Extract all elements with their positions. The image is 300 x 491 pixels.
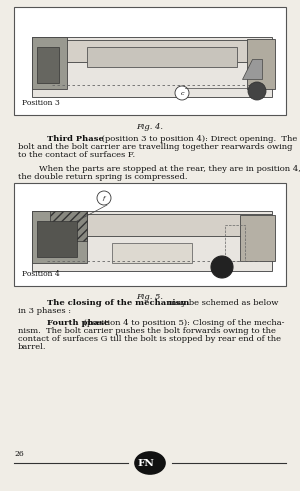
Circle shape [175, 86, 189, 100]
Text: (position 4 to position 5): Closing of the mecha-: (position 4 to position 5): Closing of t… [81, 319, 284, 327]
Text: in 3 phases :: in 3 phases : [18, 307, 71, 315]
Text: nism.  The bolt carrier pushes the bolt forwards owing to the: nism. The bolt carrier pushes the bolt f… [18, 327, 276, 335]
Bar [37, 47, 59, 83]
Text: Fourth phase: Fourth phase [47, 319, 109, 327]
Circle shape [97, 191, 111, 205]
Text: the double return spring is compressed.: the double return spring is compressed. [18, 173, 187, 181]
Bar [32, 37, 67, 89]
Text: Third Phase: Third Phase [47, 135, 104, 143]
Text: Fig. 5.: Fig. 5. [136, 293, 164, 301]
Bar [225, 225, 245, 261]
Text: The closing of the mechanism: The closing of the mechanism [47, 299, 189, 307]
Text: 26: 26 [14, 450, 24, 458]
Bar [62, 40, 272, 62]
Bar [240, 215, 275, 261]
Text: may be schemed as below: may be schemed as below [166, 299, 278, 307]
Bar [112, 243, 192, 263]
Text: bolt and the bolt carrier are travelling together rearwards owing: bolt and the bolt carrier are travelling… [18, 143, 292, 151]
Text: FN: FN [138, 459, 154, 467]
Bar [32, 211, 87, 263]
Text: barrel.: barrel. [18, 343, 46, 351]
Text: (position 3 to position 4): Direct opening.  The: (position 3 to position 4): Direct openi… [99, 135, 297, 143]
Bar [87, 47, 237, 67]
Circle shape [211, 256, 233, 278]
Polygon shape [242, 59, 262, 79]
Bar [247, 39, 275, 89]
Bar [14, 7, 286, 115]
Text: Position 3: Position 3 [22, 99, 60, 107]
Text: Fig. 4.: Fig. 4. [136, 123, 164, 131]
Bar [62, 214, 272, 236]
Polygon shape [50, 211, 87, 241]
Text: contact of surfaces G till the bolt is stopped by rear end of the: contact of surfaces G till the bolt is s… [18, 335, 281, 343]
Circle shape [248, 82, 266, 100]
Text: When the parts are stopped at the rear, they are in position 4,: When the parts are stopped at the rear, … [18, 165, 300, 173]
Bar [32, 37, 272, 97]
Text: c: c [180, 90, 184, 96]
Text: f: f [103, 195, 105, 200]
Ellipse shape [135, 452, 165, 474]
Text: Position 4: Position 4 [22, 270, 60, 278]
Bar [37, 221, 77, 257]
Text: to the contact of surfaces F.: to the contact of surfaces F. [18, 151, 135, 159]
Bar [32, 211, 272, 271]
Bar [14, 183, 286, 286]
